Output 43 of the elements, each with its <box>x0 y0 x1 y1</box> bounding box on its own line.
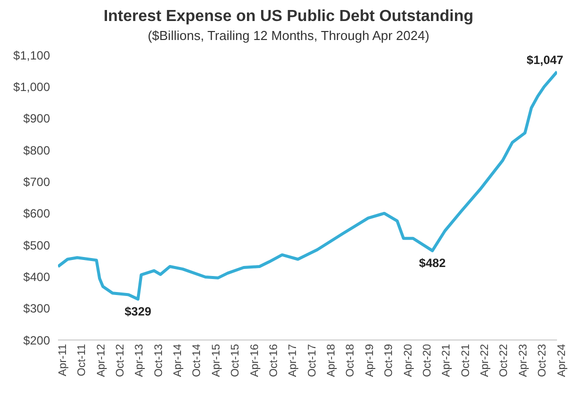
x-tick-label: Apr-16 <box>248 344 261 378</box>
x-tick-label: Oct-20 <box>422 344 434 378</box>
x-tick-label: Oct-15 <box>230 344 242 378</box>
x-tick-label: Apr-14 <box>172 344 184 378</box>
x-tick-label: Apr-24 <box>556 344 568 378</box>
chart-subtitle: ($Billions, Trailing 12 Months, Through Apr 2024) <box>146 28 430 43</box>
annotation: $482 <box>419 256 446 270</box>
y-tick-label: $1,000 <box>13 80 50 94</box>
x-tick-label: Oct-21 <box>460 344 472 378</box>
x-tick-label: Oct-18 <box>344 344 357 378</box>
y-tick-label: $600 <box>23 206 50 221</box>
annotation: $329 <box>124 304 152 319</box>
x-tick-label: Apr-21 <box>440 344 453 378</box>
x-tick-label: Apr-22 <box>479 344 491 378</box>
x-tick-label: Apr-15 <box>210 344 222 378</box>
x-tick-label: Apr-19 <box>364 344 376 378</box>
x-tick-label: Apr-13 <box>134 344 146 378</box>
y-tick-label: $400 <box>23 270 50 284</box>
y-tick-label: $1,100 <box>13 48 50 62</box>
x-tick-label: Oct-22 <box>498 344 510 378</box>
x-tick-label: Apr-17 <box>287 344 300 378</box>
x-tick-label: Apr-20 <box>402 344 414 378</box>
x-tick-label: Apr-23 <box>517 344 530 378</box>
x-tick-label: Oct-12 <box>114 344 126 378</box>
y-tick-label: $200 <box>23 333 50 348</box>
x-tick-label: Oct-14 <box>191 344 204 378</box>
annotation: $1,047 <box>526 52 564 67</box>
chart-title: Interest Expense on US Public Debt Outstanding <box>102 8 474 26</box>
x-tick-label: Apr-18 <box>325 344 338 378</box>
x-tick-label: Oct-11 <box>76 344 88 376</box>
x-tick-label: Oct-16 <box>268 344 280 378</box>
y-tick-label: $800 <box>23 143 50 158</box>
x-tick-label: Oct-13 <box>152 344 165 378</box>
y-tick-label: $300 <box>23 302 50 316</box>
x-tick-label: Apr-11 <box>56 344 69 376</box>
x-tick-label: Oct-19 <box>383 344 396 378</box>
line-series <box>58 70 557 301</box>
x-tick-label: Oct-23 <box>536 344 549 378</box>
x-tick-label: Oct-17 <box>306 344 318 378</box>
y-tick-label: $900 <box>23 112 50 126</box>
y-tick-label: $500 <box>23 238 50 252</box>
x-tick-label: Apr-12 <box>95 344 108 378</box>
y-tick-label: $700 <box>23 174 50 189</box>
